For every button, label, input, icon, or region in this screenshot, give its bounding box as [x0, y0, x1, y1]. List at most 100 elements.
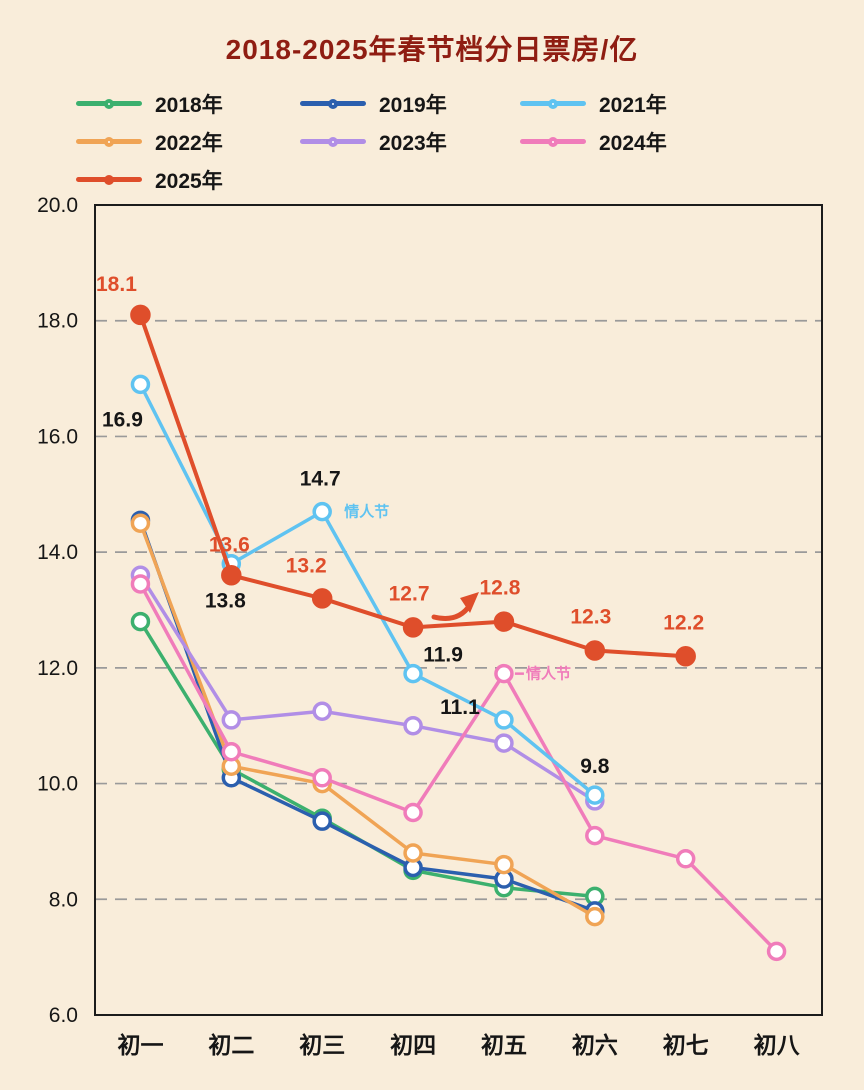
data-point — [403, 663, 423, 684]
point-label: 9.8 — [580, 755, 610, 778]
chart-area: 6.0 8.0 10.0 12.0 14.0 16.0 18.0 20.0 初一 初二 初三 初四 初五… — [0, 185, 864, 1090]
data-point — [312, 811, 332, 831]
y-tick-label: 6.0 — [49, 1004, 78, 1027]
x-tick-label: 初四 — [390, 1032, 436, 1058]
legend-line — [520, 98, 586, 109]
y-tick-label: 18.0 — [37, 310, 78, 333]
legend-line — [76, 174, 142, 185]
data-point — [494, 710, 514, 730]
y-tick-label: 12.0 — [37, 657, 78, 680]
y-tick-label: 14.0 — [37, 541, 78, 564]
gridlines — [95, 319, 822, 901]
legend-dot-icon — [548, 136, 558, 147]
y-tick-label: 8.0 — [49, 888, 78, 911]
legend-item-2019: 2019年 — [300, 90, 520, 117]
valentines-day-annotation: 情人节 — [526, 665, 571, 683]
data-point — [130, 611, 151, 632]
point-label: 12.3 — [570, 606, 611, 629]
series-2024 — [130, 574, 787, 962]
y-tick-label: 16.0 — [37, 425, 78, 448]
plot-border — [94, 204, 823, 1016]
trend-arrow-icon — [431, 592, 479, 621]
legend-label: 2021年 — [599, 93, 667, 117]
legend-item-2022: 2022年 — [76, 128, 300, 155]
data-point — [130, 304, 151, 326]
legend-label: 2018年 — [155, 93, 223, 117]
data-point — [584, 640, 606, 661]
data-point — [494, 854, 514, 875]
point-label: 18.1 — [96, 273, 137, 296]
chart-title: 2018-2025年春节档分日票房/亿 — [225, 34, 639, 65]
legend-line — [300, 136, 366, 147]
data-point — [403, 843, 423, 863]
data-point — [493, 611, 515, 632]
data-point — [311, 588, 333, 609]
legend-label: 2019年 — [379, 93, 447, 117]
data-point — [221, 565, 242, 586]
x-tick-label: 初七 — [663, 1032, 709, 1058]
legend-item-2025: 2025年 — [76, 166, 300, 193]
legend-label: 2023年 — [379, 131, 447, 155]
y-tick-label: 20.0 — [37, 194, 78, 217]
chart-legend: 2018年 2019年 2021年 2022年 2023年 2024年 2025年 — [76, 90, 816, 193]
legend-item-2023: 2023年 — [300, 128, 520, 155]
data-point — [402, 617, 424, 638]
point-label: 14.7 — [300, 468, 341, 491]
legend-dot-icon — [328, 136, 338, 147]
legend-dot-icon — [328, 98, 338, 109]
legend-line — [76, 98, 142, 109]
valentines-day-annotation: 情人节 — [344, 503, 389, 521]
legend-line — [520, 136, 586, 147]
x-tick-label: 初五 — [481, 1032, 527, 1058]
data-point — [403, 802, 423, 823]
data-point — [312, 768, 332, 788]
data-point — [675, 849, 696, 869]
series-line — [138, 573, 597, 803]
series-2019 — [130, 510, 605, 921]
series-line — [138, 518, 597, 913]
legend-label: 2025年 — [155, 169, 223, 193]
series-2021 — [130, 374, 605, 805]
data-point — [585, 906, 605, 927]
legend-line — [76, 136, 142, 147]
line-chart: 6.0 8.0 10.0 12.0 14.0 16.0 18.0 20.0 初一 初二 初三 初四 初五… — [37, 194, 823, 1058]
x-tick-label: 初三 — [299, 1032, 345, 1058]
data-point — [312, 701, 332, 721]
x-tick-label: 初一 — [117, 1032, 163, 1058]
data-point — [221, 710, 242, 730]
point-label: 11.9 — [423, 644, 463, 667]
point-label: 12.8 — [480, 577, 521, 600]
legend-label: 2024年 — [599, 131, 667, 155]
point-label: 13.2 — [286, 554, 327, 577]
legend-item-2021: 2021年 — [520, 90, 816, 117]
legend-dot-icon — [104, 174, 114, 185]
series-2025 — [130, 304, 696, 667]
point-label: 16.9 — [102, 408, 143, 431]
data-point — [585, 785, 605, 805]
point-label: 11.1 — [440, 696, 480, 719]
data-point — [494, 733, 514, 753]
data-point — [494, 663, 514, 684]
point-label: 12.2 — [663, 611, 704, 634]
data-point — [585, 825, 605, 846]
series-2018 — [130, 611, 605, 907]
data-point — [130, 374, 151, 395]
legend-item-2018: 2018年 — [76, 90, 300, 117]
y-tick-label: 10.0 — [37, 773, 78, 796]
legend-label: 2022年 — [155, 131, 223, 155]
point-label: 13.8 — [205, 590, 246, 613]
series-line — [138, 582, 779, 954]
data-point — [403, 715, 423, 736]
data-point — [766, 941, 787, 962]
legend-dot-icon — [548, 98, 558, 109]
legend-item-2024: 2024年 — [520, 128, 816, 155]
x-tick-label: 初八 — [754, 1032, 801, 1058]
legend-line — [300, 98, 366, 109]
legend-dot-icon — [104, 98, 114, 109]
data-point — [221, 742, 242, 762]
x-tick-label: 初六 — [572, 1032, 618, 1058]
point-label: 13.6 — [209, 533, 250, 556]
x-tick-label: 初二 — [208, 1032, 254, 1058]
point-label: 12.7 — [389, 582, 430, 605]
